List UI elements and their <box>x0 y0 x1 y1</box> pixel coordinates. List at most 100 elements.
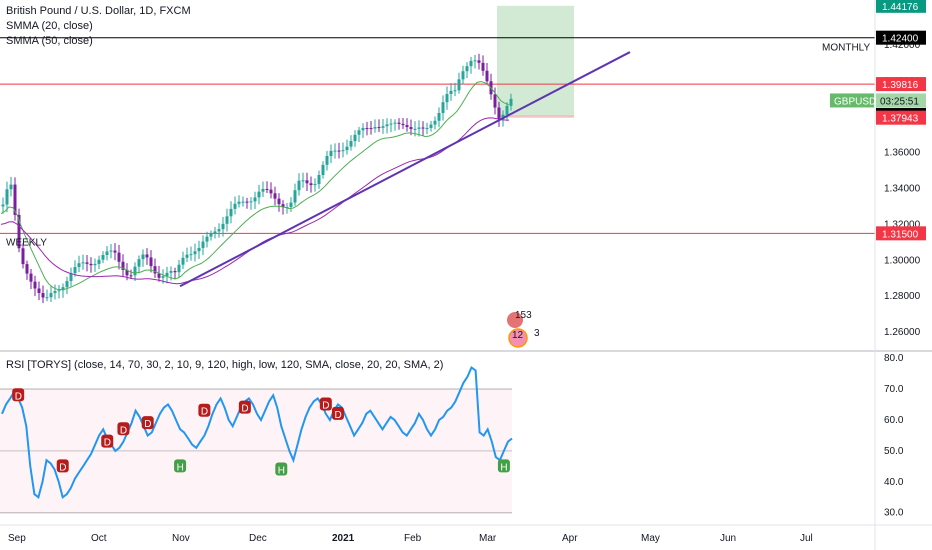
candle-body[interactable] <box>157 273 161 278</box>
candle-body[interactable] <box>209 233 213 237</box>
candle-body[interactable] <box>273 193 277 199</box>
smma50-legend[interactable]: SMMA (50, close) <box>6 35 93 47</box>
candle-body[interactable] <box>153 266 157 274</box>
candle-body[interactable] <box>317 174 321 185</box>
countdown-tag[interactable] <box>876 93 926 108</box>
target-zone[interactable] <box>497 5 574 115</box>
candle-body[interactable] <box>457 79 461 91</box>
candle-body[interactable] <box>381 126 385 128</box>
candle-body[interactable] <box>117 252 121 262</box>
candle-body[interactable] <box>33 281 37 289</box>
candle-body[interactable] <box>161 276 165 278</box>
rsi-marker[interactable] <box>275 462 288 476</box>
rsi-marker[interactable] <box>497 459 510 473</box>
candle-body[interactable] <box>485 70 489 82</box>
candle-body[interactable] <box>465 66 469 72</box>
candle-body[interactable] <box>421 127 425 129</box>
price-tag[interactable] <box>876 30 926 45</box>
candle-body[interactable] <box>61 287 65 291</box>
candle-body[interactable] <box>5 189 9 205</box>
candle-body[interactable] <box>41 293 45 298</box>
rsi-marker[interactable] <box>174 459 187 473</box>
rsi-marker[interactable] <box>101 434 114 448</box>
rsi-marker[interactable] <box>238 400 251 414</box>
candle-body[interactable] <box>341 150 345 152</box>
event-flag-icon[interactable] <box>508 328 528 348</box>
price-tag[interactable] <box>876 110 926 125</box>
rsi-marker[interactable] <box>12 388 25 402</box>
candle-body[interactable] <box>249 201 253 203</box>
candle-body[interactable] <box>245 201 249 203</box>
candle-body[interactable] <box>449 90 453 95</box>
candle-body[interactable] <box>137 259 141 267</box>
candle-body[interactable] <box>349 141 353 147</box>
candle-body[interactable] <box>37 288 41 294</box>
smma20-legend[interactable]: SMMA (20, close) <box>6 20 93 32</box>
candle-body[interactable] <box>233 203 237 209</box>
candle-body[interactable] <box>217 229 221 232</box>
candle-body[interactable] <box>29 273 33 282</box>
candle-body[interactable] <box>21 248 25 265</box>
candle-body[interactable] <box>213 231 217 234</box>
candle-body[interactable] <box>357 130 361 135</box>
rsi-marker[interactable] <box>56 459 69 473</box>
candle-body[interactable] <box>229 208 233 217</box>
price-tag[interactable] <box>876 0 926 13</box>
candle-body[interactable] <box>337 150 341 152</box>
candle-body[interactable] <box>309 183 313 186</box>
candle-body[interactable] <box>93 263 97 266</box>
candle-body[interactable] <box>113 250 117 253</box>
candle-body[interactable] <box>385 124 389 127</box>
candle-body[interactable] <box>225 216 229 224</box>
candle-body[interactable] <box>269 189 273 194</box>
candle-body[interactable] <box>437 112 441 121</box>
price-tag[interactable] <box>876 226 926 241</box>
event-flag-icon[interactable] <box>507 312 523 328</box>
candle-body[interactable] <box>53 291 57 294</box>
candle-body[interactable] <box>289 202 293 207</box>
trendline[interactable] <box>179 51 631 288</box>
candle-body[interactable] <box>493 94 497 108</box>
candle-body[interactable] <box>453 90 457 92</box>
candle-body[interactable] <box>417 127 421 129</box>
candle-body[interactable] <box>237 201 241 204</box>
candle-body[interactable] <box>85 262 89 264</box>
candle-body[interactable] <box>173 271 177 273</box>
candle-body[interactable] <box>405 125 409 128</box>
candle-body[interactable] <box>189 254 193 256</box>
candle-body[interactable] <box>49 293 53 298</box>
candle-body[interactable] <box>409 127 413 129</box>
candle-body[interactable] <box>393 122 397 124</box>
candle-body[interactable] <box>265 188 269 190</box>
candle-body[interactable] <box>13 184 17 215</box>
candle-body[interactable] <box>1 204 5 207</box>
candle-body[interactable] <box>345 146 349 151</box>
candle-body[interactable] <box>305 180 309 184</box>
candle-body[interactable] <box>481 62 485 71</box>
candle-body[interactable] <box>77 263 81 268</box>
candle-body[interactable] <box>281 204 285 208</box>
candle-body[interactable] <box>509 98 513 106</box>
candle-body[interactable] <box>469 60 473 67</box>
rsi-marker[interactable] <box>198 403 211 417</box>
symbol-tag[interactable] <box>830 93 874 108</box>
candle-body[interactable] <box>429 124 433 128</box>
candle-body[interactable] <box>69 273 73 282</box>
candle-body[interactable] <box>257 191 261 198</box>
candle-body[interactable] <box>25 264 29 274</box>
candle-body[interactable] <box>193 251 197 255</box>
candle-body[interactable] <box>505 105 509 115</box>
candle-body[interactable] <box>301 180 305 182</box>
candle-body[interactable] <box>177 264 181 273</box>
candle-body[interactable] <box>221 223 225 230</box>
smma20-line[interactable] <box>0 80 510 291</box>
candle-body[interactable] <box>197 247 201 252</box>
candle-body[interactable] <box>45 297 49 299</box>
candle-body[interactable] <box>241 201 245 203</box>
candle-body[interactable] <box>65 281 69 288</box>
rsi-marker[interactable] <box>319 397 332 411</box>
candle-body[interactable] <box>141 254 145 260</box>
rsi-line[interactable] <box>1 365 513 500</box>
candle-body[interactable] <box>313 184 317 186</box>
